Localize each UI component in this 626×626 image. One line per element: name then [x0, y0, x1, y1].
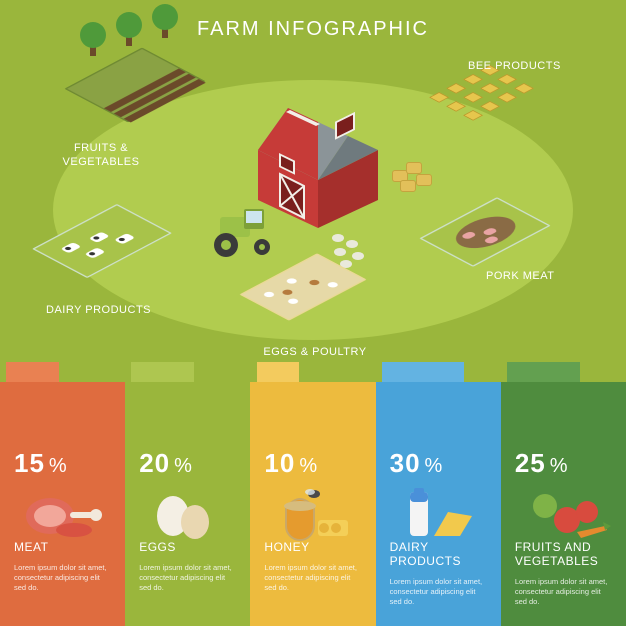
barname-eggs: EGGS [139, 541, 238, 555]
value-eggs: 20% [139, 448, 238, 479]
bar-tab [131, 362, 194, 382]
bar-meat: 15% MEAT Lorem ipsum dolor sit amet, con… [0, 382, 125, 626]
eggs-icon [139, 486, 239, 542]
plot-eggs-poultry [248, 252, 358, 322]
dairy-icon [390, 486, 490, 542]
bar-tab [382, 362, 465, 382]
meat-icon [14, 486, 114, 542]
value-dairy: 30% [390, 448, 489, 479]
scene: FARM INFOGRAPHIC [0, 0, 626, 382]
barname-dairy: DAIRY PRODUCTS [390, 541, 489, 569]
label-pork: Pork meat [486, 270, 586, 284]
value-fruitsveg: 25% [515, 448, 614, 479]
barname-honey: HONEY [264, 541, 363, 555]
value-honey: 10% [264, 448, 363, 479]
bar-dairy: 30% DAIRY PRODUCTS Lorem ipsum dolor sit… [376, 382, 501, 626]
blurb-meat: Lorem ipsum dolor sit amet, consectetur … [14, 563, 113, 593]
farm-infographic: FARM INFOGRAPHIC [0, 0, 626, 626]
blurb-honey: Lorem ipsum dolor sit amet, consectetur … [264, 563, 363, 593]
bar-eggs: 20% EGGS Lorem ipsum dolor sit amet, con… [125, 382, 250, 626]
stats-bars: 15% MEAT Lorem ipsum dolor sit amet, con… [0, 382, 626, 626]
plot-pork [430, 194, 540, 270]
blurb-fruitsveg: Lorem ipsum dolor sit amet, consectetur … [515, 577, 614, 607]
bar-tab [507, 362, 580, 382]
label-bee: Bee products [468, 60, 568, 74]
label-dairy: Dairy products [46, 304, 166, 318]
veg-icon [515, 486, 615, 542]
blurb-eggs: Lorem ipsum dolor sit amet, consectetur … [139, 563, 238, 593]
bar-honey: 10% HONEY Lorem ipsum dolor sit amet, co… [250, 382, 375, 626]
bar-fruitsveg: 25% FRUITS AND VEGETABLES Lorem ipsum do… [501, 382, 626, 626]
barname-fruitsveg: FRUITS AND VEGETABLES [515, 541, 614, 569]
plot-dairy [42, 202, 162, 280]
blurb-dairy: Lorem ipsum dolor sit amet, consectetur … [390, 577, 489, 607]
label-fruits-veg: Fruits &Vegetables [56, 142, 146, 170]
honey-icon [264, 486, 364, 542]
value-meat: 15% [14, 448, 113, 479]
bar-tab [257, 362, 300, 382]
bar-tab [6, 362, 59, 382]
label-eggs: Eggs & Poultry [250, 346, 380, 360]
plot-fruits-vegetables [80, 40, 190, 130]
barname-meat: MEAT [14, 541, 113, 555]
